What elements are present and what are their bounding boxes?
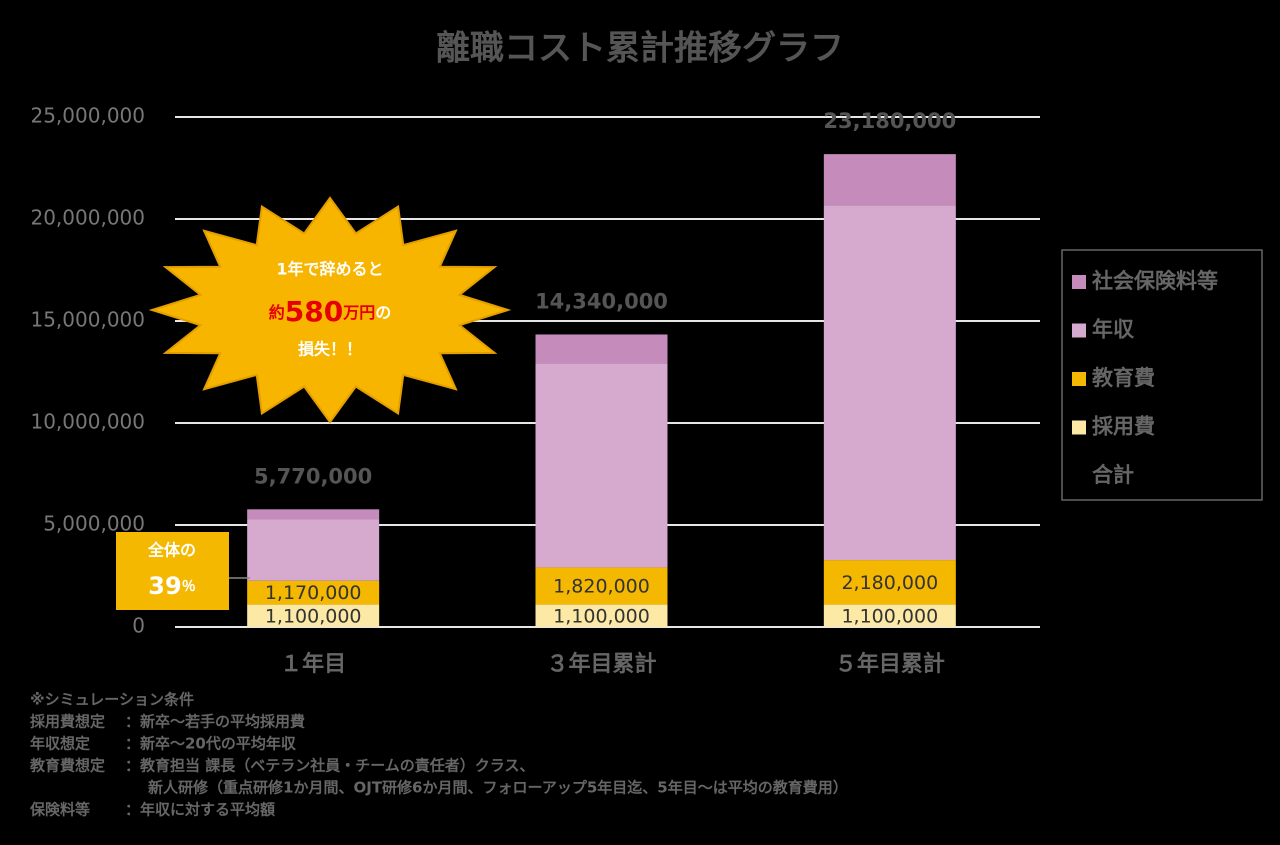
legend-box (1061, 249, 1263, 501)
data-label: 1,100,000 (841, 605, 938, 627)
share-amount-line: 39％ (148, 572, 195, 600)
bar-segment (823, 154, 956, 206)
bar-segment (535, 363, 668, 568)
x-tick-label: ５年目累計 (835, 651, 945, 677)
notes-text: ：教育担当 課長（ベテラン社員・チームの責任者）クラス、 (125, 757, 534, 775)
data-label: 1,820,000 (553, 575, 650, 597)
data-label: 1,170,000 (265, 582, 362, 604)
starburst (148, 196, 512, 424)
legend-label: 年収 (1092, 318, 1135, 342)
legend-swatch (1072, 420, 1086, 435)
data-label: 1,100,000 (265, 605, 362, 627)
notes-text: ：新卒～若手の平均採用費 (125, 713, 305, 731)
burst-unit: 万円 (342, 303, 375, 322)
total-label: 23,180,000 (823, 109, 956, 133)
bar-segment (823, 560, 956, 605)
bar-segment (535, 334, 668, 364)
notes-text: ：年収に対する平均額 (125, 801, 275, 819)
notes-label: 採用費想定 (30, 713, 105, 731)
y-tick-label: 0 (132, 614, 145, 638)
data-label: 1,100,000 (553, 605, 650, 627)
burst-amount: 580 (285, 295, 343, 328)
bar-segment (535, 567, 668, 605)
share-text: 全体の (147, 541, 196, 560)
burst-line: 1年で辞めると (276, 260, 383, 279)
notes-text: ：新卒～20代の平均年収 (125, 735, 297, 753)
legend-swatch (1072, 275, 1086, 289)
y-tick-label: 15,000,000 (30, 308, 145, 332)
y-tick-label: 20,000,000 (30, 206, 145, 230)
burst-amount-line: 約580万円の (269, 295, 392, 328)
bar-segment (247, 509, 380, 520)
share-callout (116, 532, 229, 610)
burst-callout: 1年で辞めると 約580万円の 損失！！ (148, 196, 512, 424)
bar-segment (247, 604, 380, 627)
y-tick-label: 25,000,000 (30, 104, 145, 128)
share-unit: ％ (182, 579, 196, 595)
notes-label: 保険料等 (29, 801, 90, 819)
data-label: 2,180,000 (841, 572, 938, 594)
chart-title: 離職コスト累計推移グラフ (436, 29, 844, 69)
x-tick-label: ３年目累計 (546, 651, 656, 677)
bar-segment (247, 580, 380, 605)
legend-swatch (1072, 323, 1086, 338)
total-label: 14,340,000 (535, 289, 668, 313)
legend-label: 採用費 (1092, 415, 1155, 439)
total-label: 5,770,000 (254, 464, 372, 488)
burst-suffix: の (375, 303, 391, 322)
notes-label: 教育費想定 (29, 757, 105, 775)
legend-swatch (1072, 372, 1086, 386)
legend-label: 合計 (1092, 463, 1134, 487)
bar-segment (823, 205, 956, 561)
bar-segment (535, 604, 668, 627)
x-tick-label: １年目 (280, 651, 346, 677)
notes-heading: ※シミュレーション条件 (30, 691, 194, 709)
y-tick-label: 5,000,000 (43, 512, 145, 536)
burst-prefix: 約 (269, 303, 285, 322)
y-tick-label: 10,000,000 (30, 410, 145, 434)
bar-segment (823, 604, 956, 627)
burst-line: 損失！！ (298, 340, 362, 359)
bar-segment (247, 519, 380, 581)
notes-text: 新人研修（重点研修1か月間、OJT研修6か月間、フォローアップ5年目迄、5年目～… (148, 779, 848, 797)
legend-label: 社会保険料等 (1091, 269, 1218, 293)
notes-label: 年収想定 (30, 735, 90, 753)
legend-label: 教育費 (1092, 366, 1155, 390)
share-amount: 39 (148, 572, 181, 600)
